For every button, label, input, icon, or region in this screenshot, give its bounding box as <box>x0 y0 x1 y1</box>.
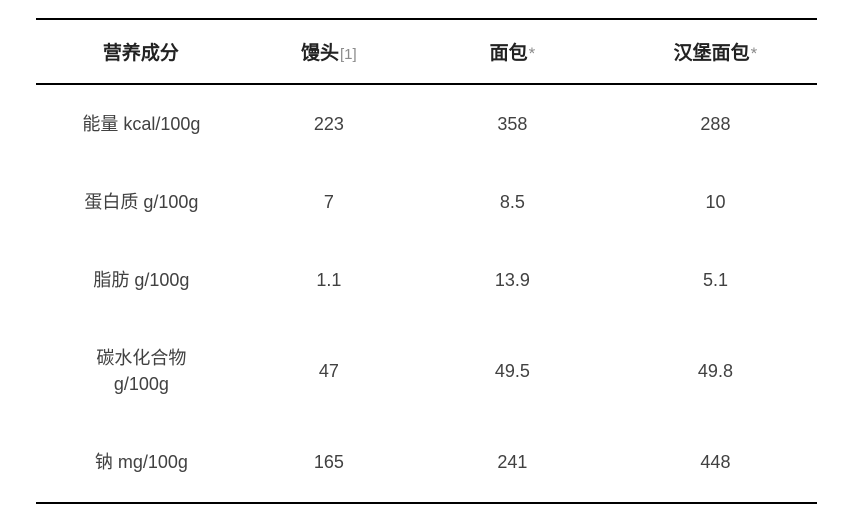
table-body: 能量 kcal/100g 223 358 288 蛋白质 g/100g 7 8.… <box>36 84 817 503</box>
col-header-label: 汉堡面包 <box>674 43 750 64</box>
col-header-note: * <box>751 44 758 63</box>
cell-value: 223 <box>247 84 411 163</box>
table-row: 碳水化合物g/100g 47 49.5 49.8 <box>36 319 817 423</box>
table-row: 能量 kcal/100g 223 358 288 <box>36 84 817 163</box>
nutrition-table: 营养成分 馒头[1] 面包* 汉堡面包* 能量 kcal/100g 223 35… <box>36 18 817 504</box>
row-label: 蛋白质 g/100g <box>36 163 247 241</box>
table-header-row: 营养成分 馒头[1] 面包* 汉堡面包* <box>36 19 817 84</box>
cell-value: 288 <box>614 84 817 163</box>
table-row: 蛋白质 g/100g 7 8.5 10 <box>36 163 817 241</box>
cell-value: 49.5 <box>411 319 614 423</box>
cell-value: 5.1 <box>614 241 817 319</box>
col-header-bread: 面包* <box>411 19 614 84</box>
cell-value: 10 <box>614 163 817 241</box>
cell-value: 165 <box>247 423 411 502</box>
col-header-nutrient: 营养成分 <box>36 19 247 84</box>
row-label: 碳水化合物g/100g <box>36 319 247 423</box>
cell-value: 448 <box>614 423 817 502</box>
col-header-label: 馒头 <box>301 43 339 64</box>
col-header-note: [1] <box>340 46 357 63</box>
cell-value: 47 <box>247 319 411 423</box>
col-header-mantou: 馒头[1] <box>247 19 411 84</box>
row-label: 钠 mg/100g <box>36 423 247 502</box>
col-header-burger-bun: 汉堡面包* <box>614 19 817 84</box>
table-row: 钠 mg/100g 165 241 448 <box>36 423 817 502</box>
row-label: 脂肪 g/100g <box>36 241 247 319</box>
table-row: 脂肪 g/100g 1.1 13.9 5.1 <box>36 241 817 319</box>
col-header-label: 面包 <box>490 43 528 64</box>
cell-value: 358 <box>411 84 614 163</box>
row-label: 能量 kcal/100g <box>36 84 247 163</box>
col-header-note: * <box>529 44 536 63</box>
col-header-label: 营养成分 <box>103 43 179 64</box>
cell-value: 49.8 <box>614 319 817 423</box>
cell-value: 241 <box>411 423 614 502</box>
cell-value: 1.1 <box>247 241 411 319</box>
cell-value: 7 <box>247 163 411 241</box>
cell-value: 8.5 <box>411 163 614 241</box>
nutrition-table-wrap: 营养成分 馒头[1] 面包* 汉堡面包* 能量 kcal/100g 223 35… <box>0 0 853 504</box>
cell-value: 13.9 <box>411 241 614 319</box>
